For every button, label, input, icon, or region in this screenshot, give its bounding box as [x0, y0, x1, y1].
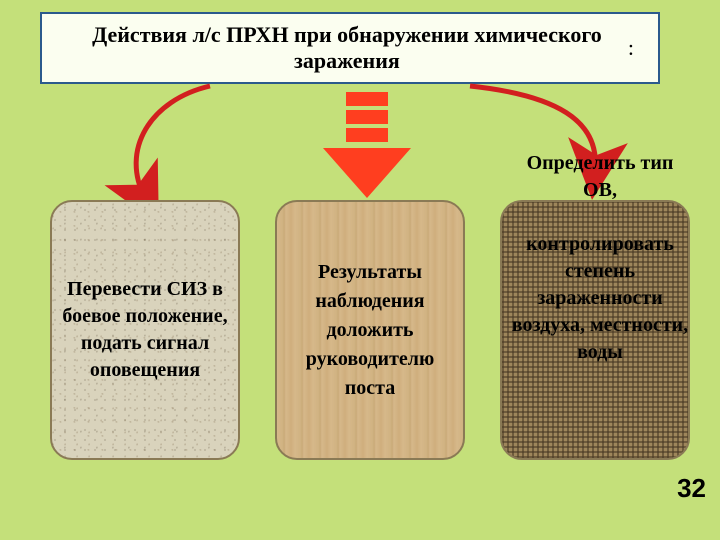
card-left-text: Перевести СИЗ в боевое положение, подать…: [62, 276, 228, 384]
card-mid: Результаты наблюдения доложить руководит…: [275, 200, 465, 460]
card-mid-text: Результаты наблюдения доложить руководит…: [287, 258, 453, 403]
overlay-right-text-span: Определить тип ОВ, контролировать степен…: [500, 150, 700, 366]
page-number: 32: [677, 473, 706, 504]
card-left: Перевести СИЗ в боевое положение, подать…: [50, 200, 240, 460]
overlay-right-text: Определить тип ОВ, контролировать степен…: [500, 150, 700, 366]
